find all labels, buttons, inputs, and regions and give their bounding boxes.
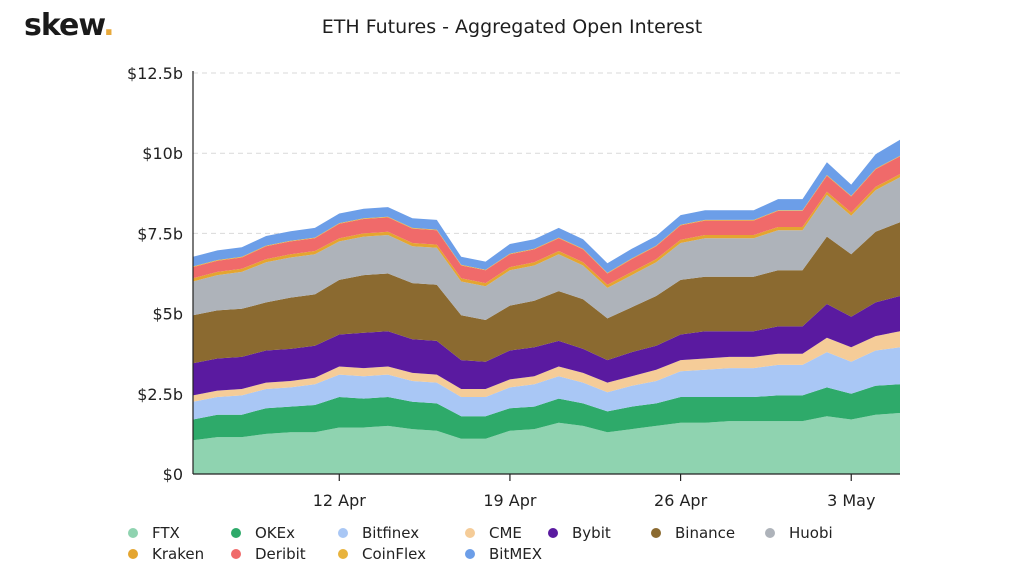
legend-swatch — [465, 528, 475, 538]
y-tick-label: $0 — [163, 465, 183, 484]
area-series-huobi — [193, 177, 900, 320]
legend-swatch — [338, 549, 348, 559]
area-series-binance — [193, 222, 900, 364]
legend-swatch — [231, 549, 241, 559]
legend-swatch — [765, 528, 775, 538]
legend-swatch — [338, 528, 348, 538]
legend-swatch — [465, 549, 475, 559]
legend-label: Deribit — [255, 545, 306, 563]
area-chart: $0 $2.5b $5b $7.5b $10b $12.5b 12 Apr 19 Apr 26 … — [127, 64, 900, 510]
y-tick-label: $10b — [142, 144, 183, 163]
legend-item[interactable]: Deribit — [231, 543, 306, 565]
legend-item[interactable]: CME — [465, 522, 522, 544]
x-tick-label: 12 Apr — [313, 491, 367, 510]
legend-label: Bybit — [572, 524, 611, 542]
x-tick-label: 19 Apr — [483, 491, 537, 510]
legend-label: FTX — [152, 524, 180, 542]
legend-item[interactable]: Bitfinex — [338, 522, 419, 544]
legend-swatch — [128, 528, 138, 538]
legend-item[interactable]: CoinFlex — [338, 543, 426, 565]
legend-item[interactable]: Kraken — [128, 543, 204, 565]
area-series-bitfinex — [193, 347, 900, 420]
legend-item[interactable]: BitMEX — [465, 543, 542, 565]
y-tick-label: $2.5b — [137, 385, 183, 404]
area-series-okex — [193, 384, 900, 441]
y-tick-label: $5b — [152, 305, 183, 324]
legend-item[interactable]: Binance — [651, 522, 735, 544]
legend-swatch — [231, 528, 241, 538]
legend-label: BitMEX — [489, 545, 543, 563]
area-series-ftx — [193, 413, 900, 474]
legend-item[interactable]: FTX — [128, 522, 180, 544]
legend-label: Huobi — [789, 524, 833, 542]
legend-label: CoinFlex — [362, 545, 426, 563]
y-tick-label: $7.5b — [137, 224, 183, 243]
area-series-cme — [193, 331, 900, 402]
legend-swatch — [651, 528, 661, 538]
area-series-bybit — [193, 296, 900, 396]
legend-label: OKEx — [255, 524, 295, 542]
legend-label: Bitfinex — [362, 524, 420, 542]
chart-title: ETH Futures - Aggregated Open Interest — [321, 16, 703, 38]
legend-label: Binance — [675, 524, 736, 542]
legend-item[interactable]: Bybit — [548, 522, 611, 544]
legend-item[interactable]: OKEx — [231, 522, 295, 544]
skew-logo: skew. — [24, 8, 115, 43]
legend-swatch — [128, 549, 138, 559]
x-tick-label: 3 May — [827, 491, 875, 510]
legend-item[interactable]: Huobi — [765, 522, 833, 544]
legend-swatch — [548, 528, 558, 538]
y-tick-label: $12.5b — [127, 64, 183, 83]
legend-label: Kraken — [152, 545, 205, 563]
x-tick-label: 26 Apr — [654, 491, 708, 510]
area-series-deribit — [193, 156, 900, 285]
legend-label: CME — [489, 524, 522, 542]
